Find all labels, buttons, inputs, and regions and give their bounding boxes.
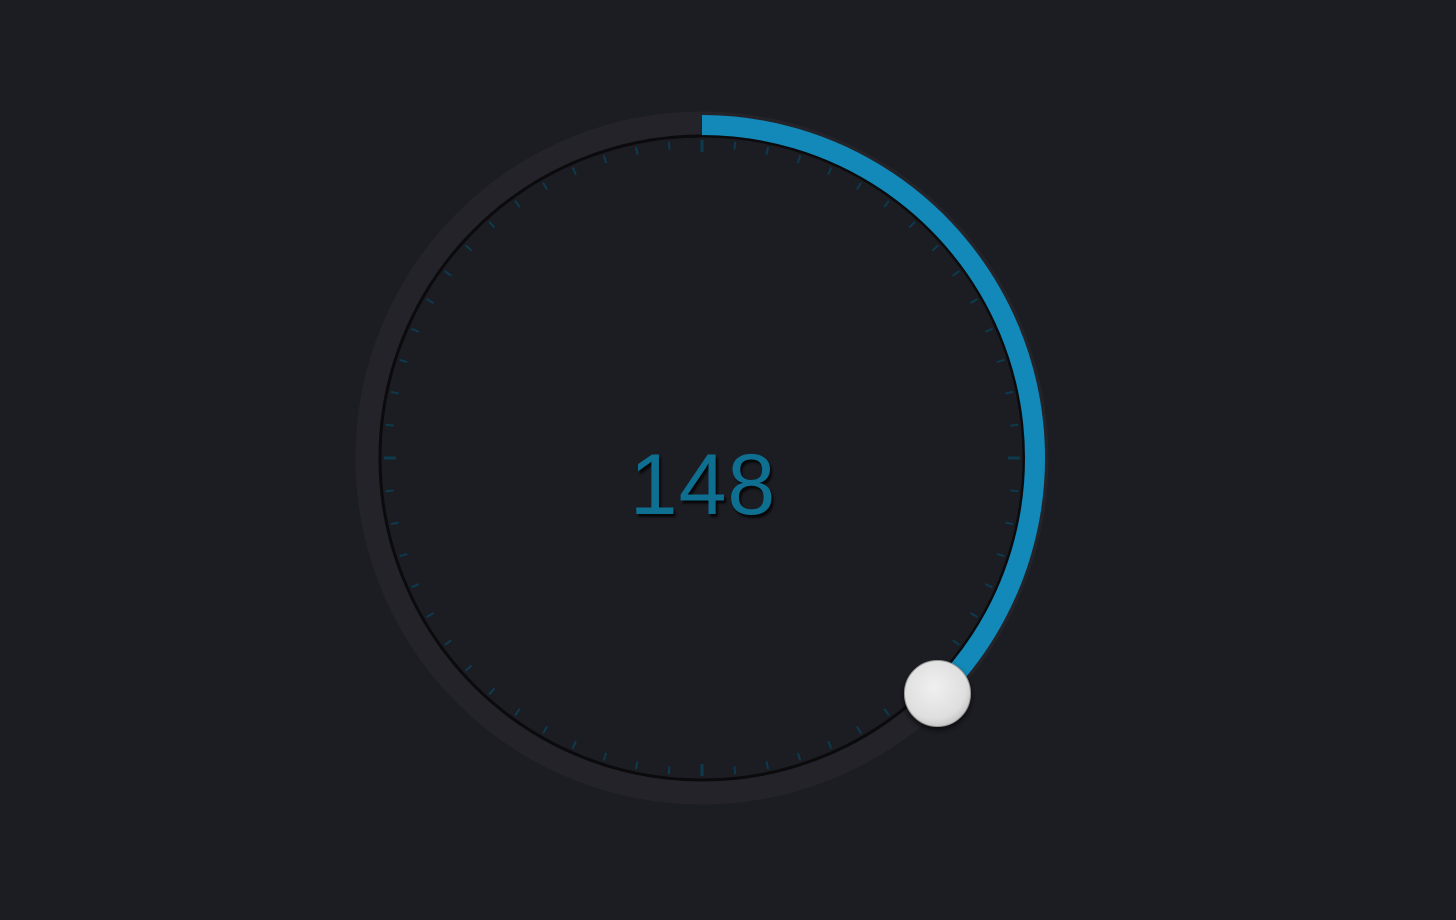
dial-tick — [399, 552, 408, 558]
dial-tick — [426, 612, 435, 618]
dial-tick — [733, 766, 737, 775]
dial-tick — [883, 200, 890, 208]
dial-tick — [667, 141, 671, 150]
dial-tick — [488, 687, 496, 695]
dial-tick — [602, 752, 608, 761]
dial-tick — [385, 489, 394, 493]
dial-tick — [634, 146, 639, 155]
dial-ticks — [384, 140, 1020, 776]
dial-tick — [984, 327, 993, 333]
dial-tick — [765, 761, 770, 770]
dial-tick — [827, 740, 833, 749]
dial-tick — [514, 708, 521, 716]
dial-tick — [390, 521, 399, 526]
dial-tick — [514, 200, 521, 208]
dial-tick — [542, 182, 548, 191]
dial-knob-handle[interactable] — [903, 659, 971, 727]
dial-tick — [996, 552, 1005, 558]
dial-tick — [1005, 390, 1014, 395]
dial-tick — [883, 708, 890, 716]
dial-inner-rim — [378, 134, 1026, 782]
dial-tick — [796, 752, 802, 761]
dial-progress-arc — [701, 115, 1045, 701]
dial-tick — [856, 725, 862, 734]
dial-tick — [984, 583, 993, 589]
dial-tick — [390, 390, 399, 395]
dial-tick — [827, 167, 833, 176]
dial-tick — [908, 221, 916, 229]
dial-tick — [399, 358, 408, 364]
dial-tick — [444, 639, 452, 646]
dial-tick — [969, 612, 978, 618]
dial-tick — [542, 725, 548, 734]
dial-tick — [571, 740, 577, 749]
dial-tick — [765, 146, 770, 155]
dial-tick — [996, 358, 1005, 364]
dial-tick — [1005, 521, 1014, 526]
dial-tick — [634, 761, 639, 770]
dial-tick — [411, 583, 420, 589]
dial-tick — [952, 270, 960, 277]
dial-tick — [411, 327, 420, 333]
dial-tick — [969, 298, 978, 304]
dial-tick — [733, 141, 737, 150]
dial-tick — [1010, 489, 1019, 493]
dial-tick — [571, 167, 577, 176]
dial-tick — [1010, 423, 1019, 427]
dial-tick — [385, 423, 394, 427]
dial-tick — [796, 155, 802, 164]
dial-tick — [488, 221, 496, 229]
dial-tick — [602, 155, 608, 164]
dial-value-readout: 148 — [629, 437, 777, 533]
dial-tick — [426, 298, 435, 304]
dial-tick — [465, 664, 473, 672]
dial-tick — [952, 639, 960, 646]
dial-tick — [465, 244, 473, 252]
dial-tick — [931, 244, 939, 252]
dial-tick — [667, 766, 671, 775]
dial-tick — [444, 270, 452, 277]
dial-tick — [856, 182, 862, 191]
